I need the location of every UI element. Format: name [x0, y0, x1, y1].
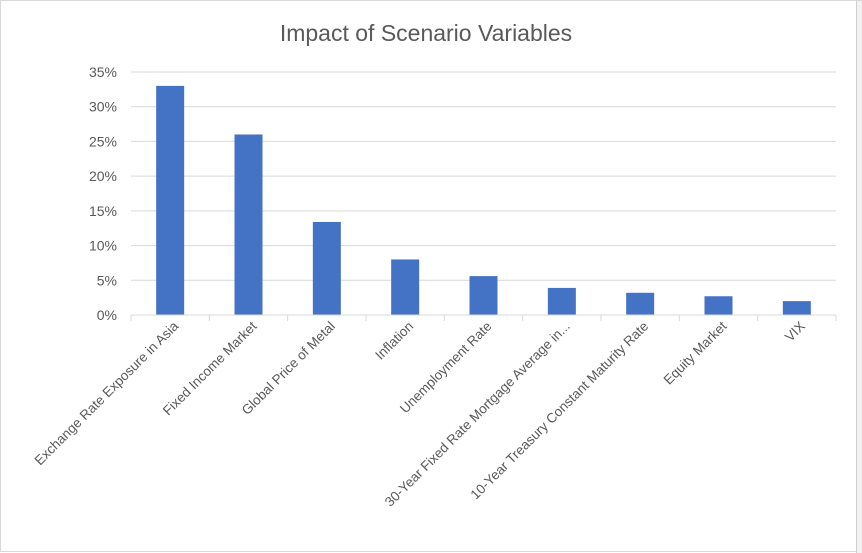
- y-tick-label: 0%: [97, 307, 117, 323]
- chart-title: Impact of Scenario Variables: [280, 20, 572, 46]
- bar: [391, 259, 420, 315]
- x-category-label: 10-Year Treasury Constant Maturity Rate: [468, 319, 652, 503]
- y-tick-label: 35%: [89, 64, 117, 80]
- x-axis: [130, 314, 837, 321]
- bar: [234, 134, 263, 315]
- x-category-label: Exchange Rate Exposure in Asia: [32, 318, 182, 468]
- bar: [156, 85, 185, 315]
- y-tick-label: 10%: [89, 238, 117, 254]
- bars: [156, 85, 811, 315]
- y-tick-label: 20%: [89, 168, 117, 184]
- x-category-label: Equity Market: [661, 318, 730, 387]
- bar: [704, 296, 733, 315]
- bar: [782, 301, 811, 315]
- window-edge: [856, 1, 862, 553]
- y-tick-label: 5%: [97, 272, 117, 288]
- bar: [547, 287, 576, 315]
- y-tick-label: 30%: [89, 99, 117, 115]
- x-category-label: VIX: [782, 319, 808, 345]
- y-tick-label: 25%: [89, 133, 117, 149]
- bar: [312, 221, 341, 315]
- x-category-label: Inflation: [372, 319, 416, 363]
- y-tick-label: 15%: [89, 203, 117, 219]
- bar: [626, 292, 655, 315]
- bar: [469, 276, 498, 315]
- y-axis-ticks: 0% 5% 10% 15% 20% 25% 30% 35%: [89, 64, 117, 323]
